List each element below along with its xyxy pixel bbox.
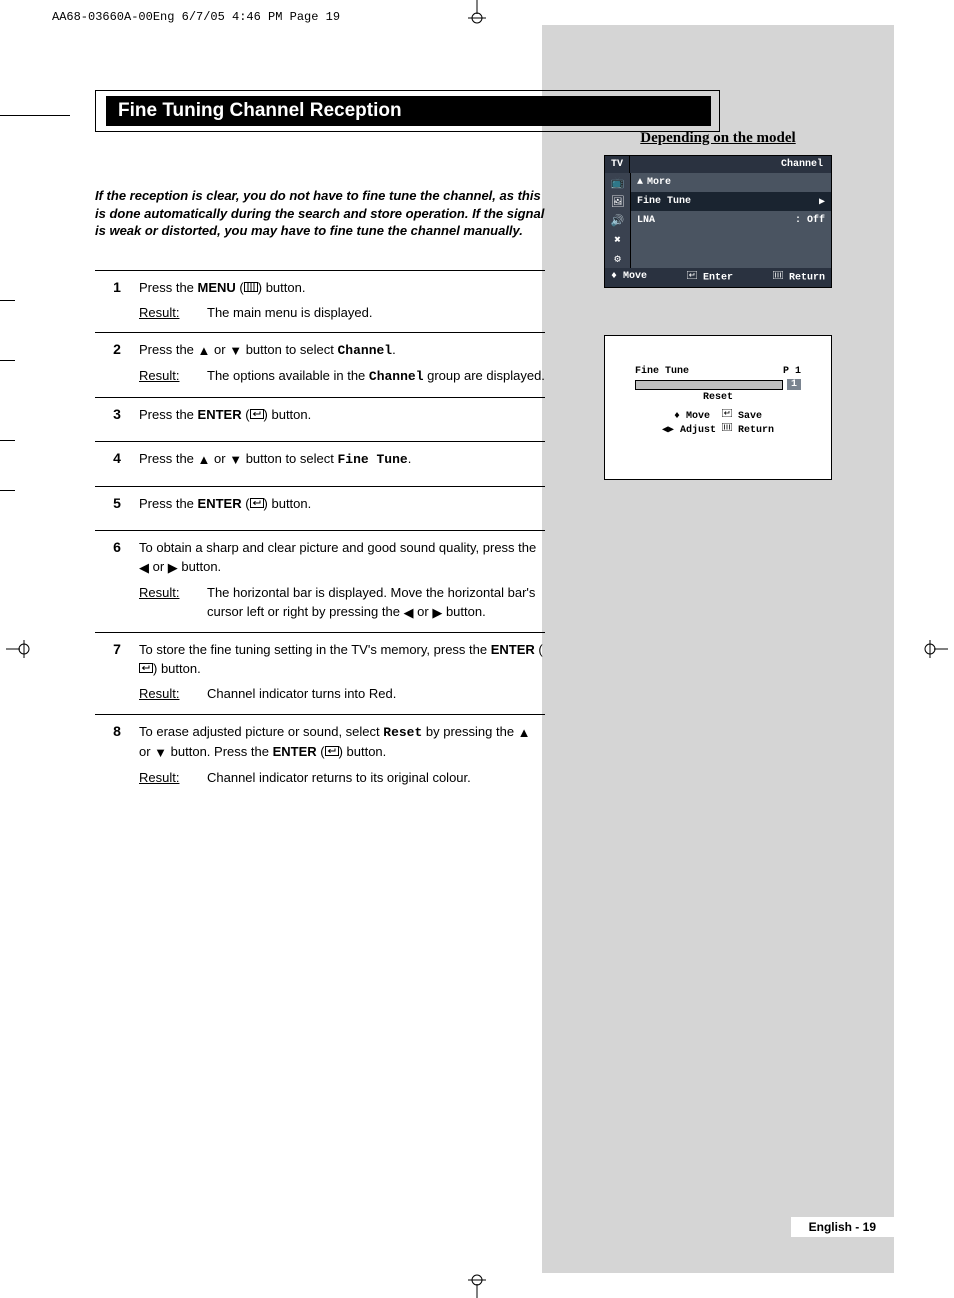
intro-paragraph: If the reception is clear, you do not ha… <box>95 187 545 240</box>
step-row: 1Press the MENU () button. Result:The mai… <box>95 270 545 333</box>
step-number: 3 <box>95 406 139 431</box>
enter-icon <box>250 495 264 514</box>
down-triangle-icon: ▼ <box>154 744 167 763</box>
steps-list: 1Press the MENU () button.Result:The mai… <box>95 270 545 798</box>
page-content: Fine Tuning Channel Reception If the rec… <box>95 90 859 1258</box>
down-triangle-icon: ▼ <box>229 342 242 361</box>
result-text: Channel indicator turns into Red. <box>207 685 545 704</box>
step-row: 8To erase adjusted picture or sound, sel… <box>95 714 545 798</box>
step-action: Press the ENTER () button. <box>139 495 545 514</box>
step-action: To erase adjusted picture or sound, sele… <box>139 723 545 763</box>
step-action: Press the ▲ or ▼ button to select Channe… <box>139 341 545 361</box>
edge-tick <box>0 440 15 441</box>
step-row: 3Press the ENTER () button. <box>95 397 545 441</box>
step-action: Press the ▲ or ▼ button to select Fine T… <box>139 450 545 470</box>
step-action: Press the ENTER () button. <box>139 406 545 425</box>
result-label: Result: <box>139 769 207 788</box>
up-triangle-icon: ▲ <box>198 451 211 470</box>
down-triangle-icon: ▼ <box>229 451 242 470</box>
step-number: 5 <box>95 495 139 520</box>
result-label: Result: <box>139 685 207 704</box>
step-number: 8 <box>95 723 139 788</box>
crop-mark-right <box>924 634 948 664</box>
crop-mark-bottom <box>462 1274 492 1298</box>
up-triangle-icon: ▲ <box>198 342 211 361</box>
right-triangle-icon: ▶ <box>168 559 178 578</box>
step-action: To obtain a sharp and clear picture and … <box>139 539 545 578</box>
up-triangle-icon: ▲ <box>518 724 531 743</box>
step-number: 7 <box>95 641 139 704</box>
edge-tick <box>0 115 70 116</box>
result-text: Channel indicator returns to its origina… <box>207 769 545 788</box>
crop-mark-left <box>6 634 30 664</box>
edge-tick <box>0 490 15 491</box>
right-triangle-icon: ▶ <box>432 604 442 623</box>
result-label: Result: <box>139 304 207 323</box>
step-action: Press the MENU () button. <box>139 279 545 298</box>
step-row: 2Press the ▲ or ▼ button to select Chann… <box>95 332 545 397</box>
page-title: Fine Tuning Channel Reception <box>106 96 711 126</box>
crop-mark-top <box>462 0 492 24</box>
enter-icon <box>250 406 264 425</box>
step-number: 6 <box>95 539 139 622</box>
step-number: 1 <box>95 279 139 323</box>
edge-tick <box>0 300 15 301</box>
result-label: Result: <box>139 367 207 387</box>
step-action: To store the fine tuning setting in the … <box>139 641 545 679</box>
step-row: 6To obtain a sharp and clear picture and… <box>95 530 545 632</box>
edge-tick <box>0 360 15 361</box>
left-triangle-icon: ◀ <box>404 604 414 623</box>
step-row: 7To store the fine tuning setting in the… <box>95 632 545 714</box>
step-number: 2 <box>95 341 139 387</box>
menu-icon <box>244 279 258 298</box>
title-box: Fine Tuning Channel Reception <box>95 90 720 132</box>
step-row: 4Press the ▲ or ▼ button to select Fine … <box>95 441 545 486</box>
result-text: The main menu is displayed. <box>207 304 545 323</box>
result-text: The options available in the Channel gro… <box>207 367 545 387</box>
print-header: AA68-03660A-00Eng 6/7/05 4:46 PM Page 19 <box>52 10 340 24</box>
enter-icon <box>139 660 153 679</box>
result-label: Result: <box>139 584 207 623</box>
left-triangle-icon: ◀ <box>139 559 149 578</box>
step-number: 4 <box>95 450 139 476</box>
enter-icon <box>325 743 339 762</box>
step-row: 5Press the ENTER () button. <box>95 486 545 530</box>
result-text: The horizontal bar is displayed. Move th… <box>207 584 545 623</box>
